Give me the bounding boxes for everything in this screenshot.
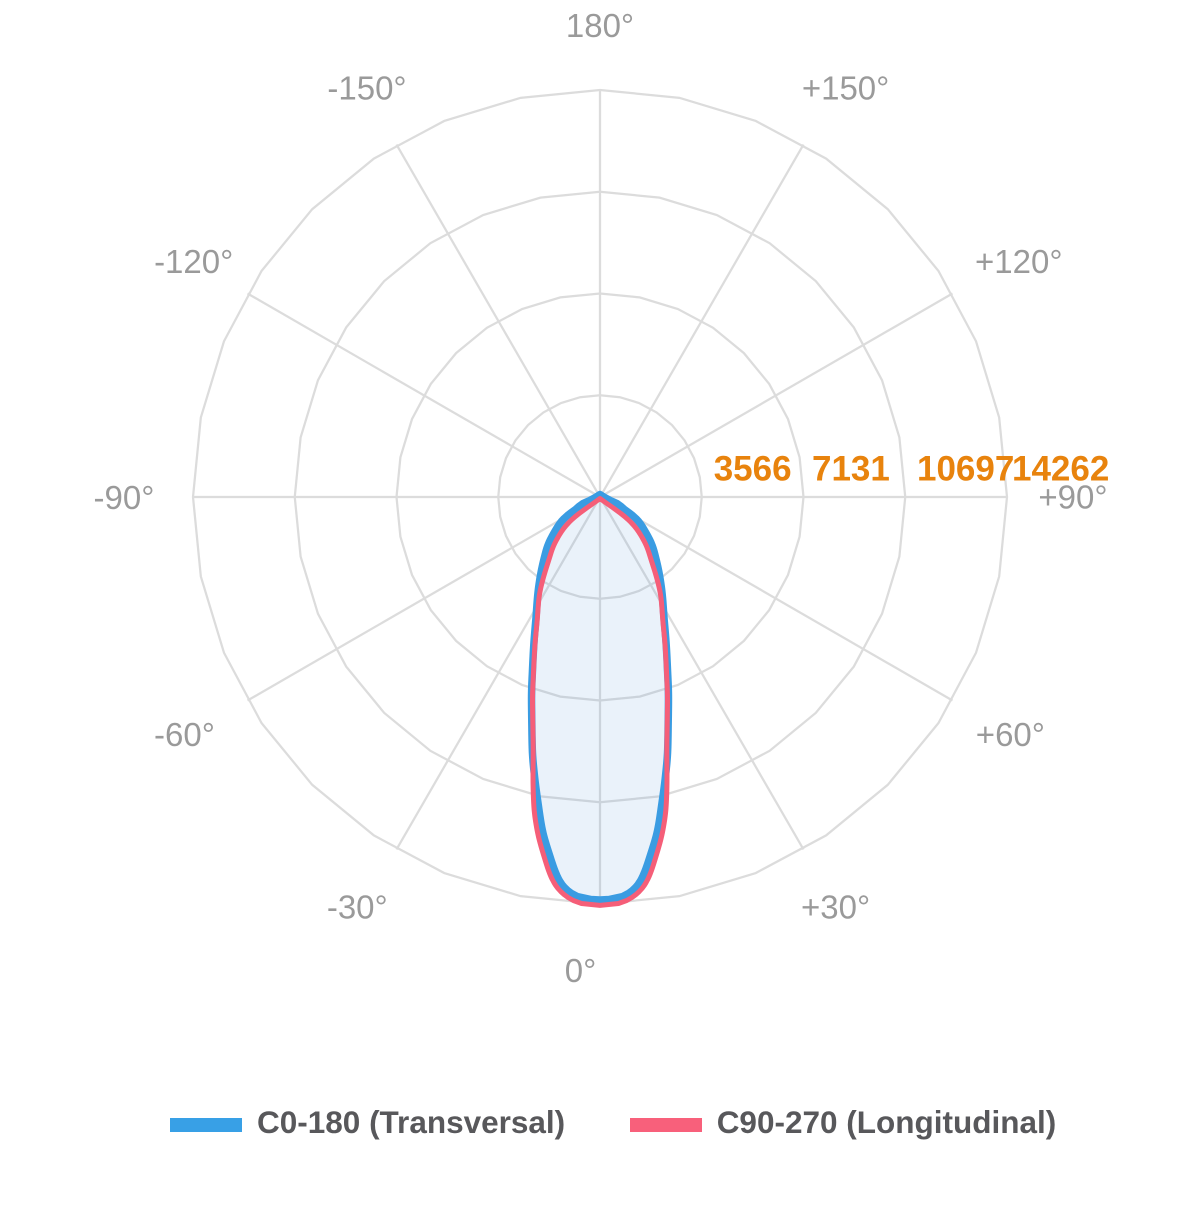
svg-text:-150°: -150° [327,70,406,107]
svg-text:C90-270 (Longitudinal): C90-270 (Longitudinal) [717,1104,1057,1140]
svg-text:10697: 10697 [917,450,1014,489]
svg-text:14262: 14262 [1012,450,1109,489]
svg-text:-120°: -120° [154,243,233,280]
svg-text:-60°: -60° [154,716,215,753]
svg-text:180°: 180° [566,7,634,44]
svg-text:+90°: +90° [1038,479,1107,516]
svg-text:+150°: +150° [802,70,890,107]
svg-text:0°: 0° [565,952,597,989]
svg-text:C0-180 (Transversal): C0-180 (Transversal) [257,1104,565,1140]
svg-text:+30°: +30° [801,889,870,926]
svg-text:-90°: -90° [94,479,155,516]
svg-text:7131: 7131 [812,450,890,489]
svg-text:+60°: +60° [976,716,1045,753]
svg-text:+120°: +120° [975,243,1063,280]
svg-text:3566: 3566 [714,450,792,489]
svg-text:-30°: -30° [327,889,388,926]
